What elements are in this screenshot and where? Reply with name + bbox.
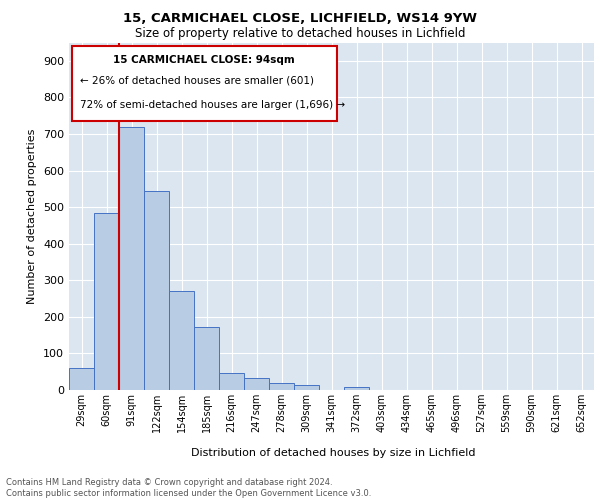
Text: Contains HM Land Registry data © Crown copyright and database right 2024.
Contai: Contains HM Land Registry data © Crown c… (6, 478, 371, 498)
Text: 15, CARMICHAEL CLOSE, LICHFIELD, WS14 9YW: 15, CARMICHAEL CLOSE, LICHFIELD, WS14 9Y… (123, 12, 477, 26)
Bar (344, 386, 369, 390)
Text: 15 CARMICHAEL CLOSE: 94sqm: 15 CARMICHAEL CLOSE: 94sqm (113, 54, 295, 64)
Text: 72% of semi-detached houses are larger (1,696) →: 72% of semi-detached houses are larger (… (79, 100, 344, 110)
Bar (144, 191, 169, 390)
Text: Distribution of detached houses by size in Lichfield: Distribution of detached houses by size … (191, 448, 475, 458)
Bar (94, 214, 119, 390)
Bar (69, 368, 94, 390)
Bar (169, 290, 194, 390)
Text: ← 26% of detached houses are smaller (601): ← 26% of detached houses are smaller (60… (79, 76, 314, 86)
Y-axis label: Number of detached properties: Number of detached properties (28, 128, 37, 304)
Bar (219, 373, 244, 390)
Text: Size of property relative to detached houses in Lichfield: Size of property relative to detached ho… (135, 28, 465, 40)
Bar (244, 378, 269, 390)
Bar (194, 328, 219, 390)
Bar (294, 384, 319, 390)
Bar (119, 127, 144, 390)
Bar (269, 382, 294, 390)
FancyBboxPatch shape (71, 46, 337, 120)
